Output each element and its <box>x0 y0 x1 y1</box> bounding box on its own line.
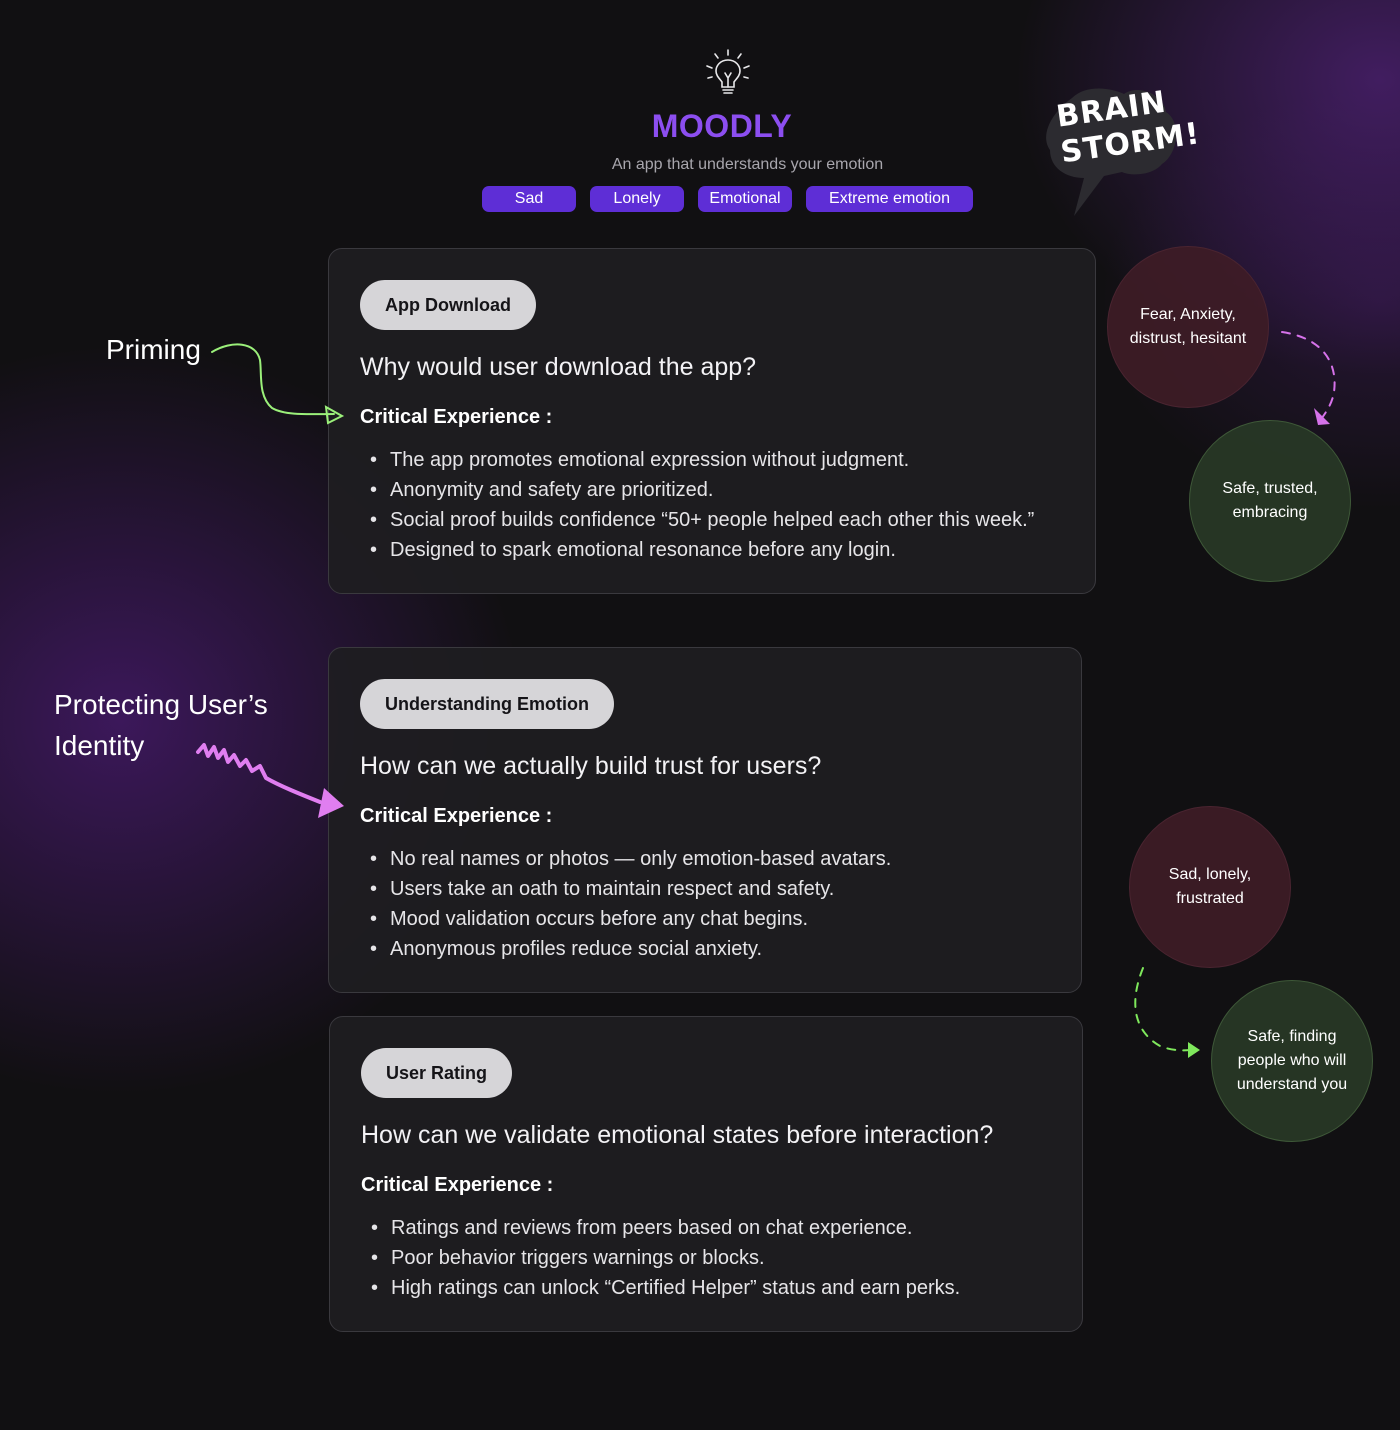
bullet-list: No real names or photos — only emotion-b… <box>360 844 1050 964</box>
bullet-item: Anonymous profiles reduce social anxiety… <box>360 934 1050 964</box>
critical-experience-heading: Critical Experience : <box>360 805 553 827</box>
transition-arrow-icon <box>1281 331 1336 419</box>
card-question: How can we actually build trust for user… <box>360 752 822 780</box>
bullet-list: The app promotes emotional expression wi… <box>360 445 1064 565</box>
bullet-item: Users take an oath to maintain respect a… <box>360 874 1050 904</box>
label-priming: Priming <box>106 334 201 365</box>
app-subtitle: An app that understands your emotion <box>611 156 884 173</box>
emotion-bubble-after-download: Safe, trusted, embracing <box>1189 420 1351 582</box>
bullet-item: Mood validation occurs before any chat b… <box>360 904 1050 934</box>
card-question: How can we validate emotional states bef… <box>361 1121 994 1149</box>
bullet-item: Anonymity and safety are prioritized. <box>360 475 1064 505</box>
tag-sad[interactable]: Sad <box>482 186 576 212</box>
label-protecting-identity: Protecting User’s Identity <box>54 689 268 761</box>
card-app-download: App Download Why would user download the… <box>328 248 1096 594</box>
bullet-item: Poor behavior triggers warnings or block… <box>361 1243 1051 1273</box>
transition-arrow-icon <box>1134 967 1191 1052</box>
arrowhead-icon <box>1314 408 1330 425</box>
tag-extreme-emotion[interactable]: Extreme emotion <box>806 186 973 212</box>
arrowhead-icon <box>1188 1042 1200 1058</box>
card-question: Why would user download the app? <box>360 353 757 381</box>
critical-experience-heading: Critical Experience : <box>361 1174 554 1196</box>
critical-experience-heading: Critical Experience : <box>360 406 553 428</box>
card-understanding-emotion: Understanding Emotion How can we actuall… <box>328 647 1082 993</box>
bullet-item: The app promotes emotional expression wi… <box>360 445 1064 475</box>
bullet-item: No real names or photos — only emotion-b… <box>360 844 1050 874</box>
tag-emotional[interactable]: Emotional <box>698 186 792 212</box>
emotion-tags: Sad Lonely Emotional Extreme emotion <box>482 186 973 212</box>
card-pill[interactable]: App Download <box>360 280 536 330</box>
emotion-bubble-before-download: Fear, Anxiety, distrust, hesitant <box>1107 246 1269 408</box>
emotion-bubble-after-trust: Safe, finding people who will understand… <box>1211 980 1373 1142</box>
card-user-rating: User Rating How can we validate emotiona… <box>329 1016 1083 1332</box>
priming-arrow-icon <box>211 343 345 425</box>
bullet-item: High ratings can unlock “Certified Helpe… <box>361 1273 1051 1303</box>
card-pill[interactable]: User Rating <box>361 1048 513 1098</box>
brainstorm-cloud-icon <box>1046 88 1177 216</box>
brainstorm-badge: BRAIN STORM! <box>1054 84 1203 171</box>
emotion-bubble-before-trust: Sad, lonely, frustrated <box>1129 806 1291 968</box>
lightbulb-icon <box>706 49 750 94</box>
tag-lonely[interactable]: Lonely <box>590 186 684 212</box>
bullet-item: Ratings and reviews from peers based on … <box>361 1213 1051 1243</box>
bullet-item: Social proof builds confidence “50+ peop… <box>360 505 1064 535</box>
bullet-list: Ratings and reviews from peers based on … <box>361 1213 1051 1303</box>
card-pill[interactable]: Understanding Emotion <box>360 679 614 729</box>
app-title: MOODLY <box>651 108 793 144</box>
bullet-item: Designed to spark emotional resonance be… <box>360 535 1064 565</box>
